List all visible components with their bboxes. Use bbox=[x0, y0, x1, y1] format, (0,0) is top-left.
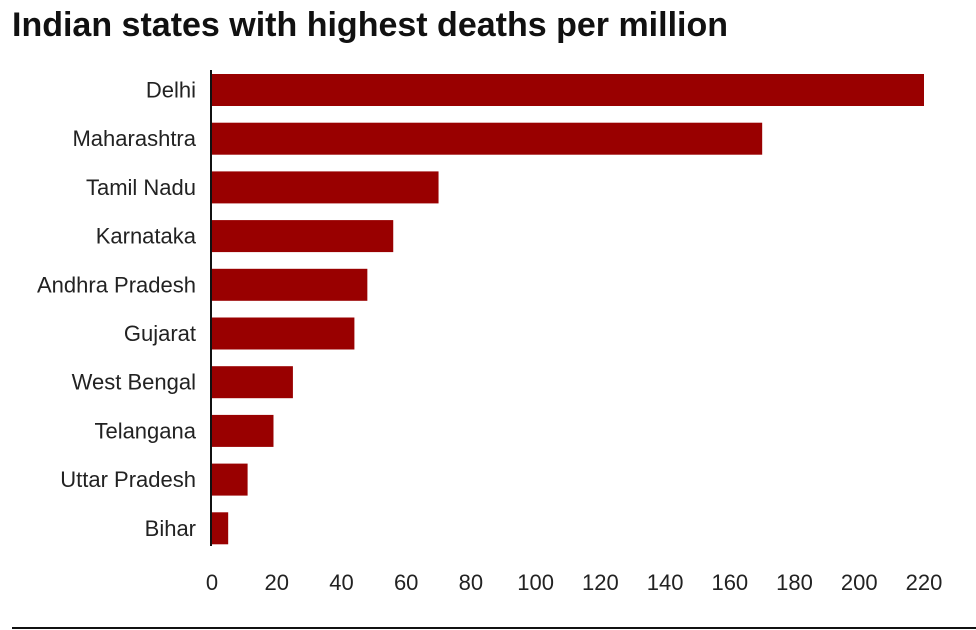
x-tick-label: 180 bbox=[776, 570, 813, 595]
x-tick-label: 200 bbox=[841, 570, 878, 595]
bar-tamil-nadu bbox=[212, 171, 439, 204]
x-tick-label: 20 bbox=[264, 570, 288, 595]
bar-gujarat bbox=[212, 317, 355, 350]
category-label: Tamil Nadu bbox=[86, 175, 196, 200]
x-tick-label: 60 bbox=[394, 570, 418, 595]
bar-andhra-pradesh bbox=[212, 268, 368, 301]
bar-uttar-pradesh bbox=[212, 463, 248, 496]
category-labels: Delhi Maharashtra Tamil Nadu Karnataka Andhr… bbox=[37, 78, 197, 541]
x-tick-label: 140 bbox=[647, 570, 684, 595]
x-tick-label: 40 bbox=[329, 570, 353, 595]
category-label: Maharashtra bbox=[72, 126, 196, 151]
category-label: Karnataka bbox=[96, 224, 197, 249]
x-tick-label: 100 bbox=[517, 570, 554, 595]
bar-maharashtra bbox=[212, 122, 763, 155]
category-label: Delhi bbox=[146, 78, 196, 103]
bar-karnataka bbox=[212, 220, 394, 253]
x-tick-label: 80 bbox=[459, 570, 483, 595]
category-label: Uttar Pradesh bbox=[60, 467, 196, 492]
x-tick-label: 220 bbox=[906, 570, 943, 595]
x-tick-label: 0 bbox=[206, 570, 218, 595]
bar-west-bengal bbox=[212, 366, 293, 399]
bars-group bbox=[212, 74, 924, 545]
bar-telangana bbox=[212, 414, 274, 447]
x-tick-labels: 0 20 40 60 80 100 120 140 160 180 200 220 bbox=[206, 570, 942, 595]
footer-rule bbox=[12, 627, 976, 629]
chart-title: Indian states with highest deaths per mi… bbox=[12, 6, 728, 44]
category-label: Andhra Pradesh bbox=[37, 272, 196, 297]
category-label: Gujarat bbox=[124, 321, 196, 346]
category-label: Bihar bbox=[145, 516, 196, 541]
x-tick-label: 120 bbox=[582, 570, 619, 595]
bar-bihar bbox=[212, 512, 229, 545]
x-tick-label: 160 bbox=[711, 570, 748, 595]
category-label: West Bengal bbox=[72, 370, 196, 395]
category-label: Telangana bbox=[94, 418, 196, 443]
bar-delhi bbox=[212, 74, 924, 106]
